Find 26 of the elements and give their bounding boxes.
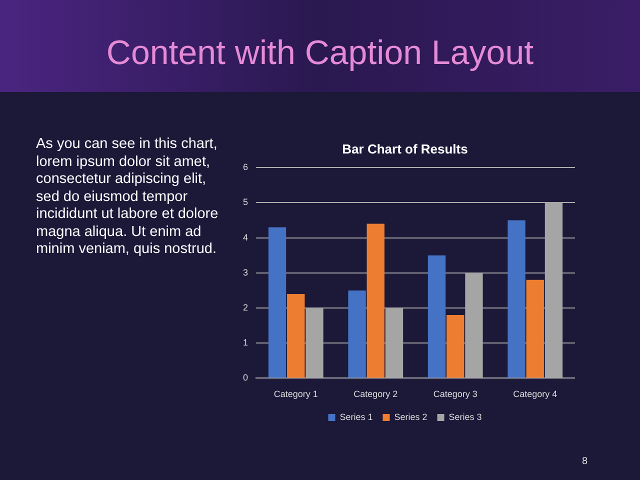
y-tick-label: 1 xyxy=(242,338,248,348)
x-tick-label: Category 2 xyxy=(354,389,398,400)
x-tick-label: Category 4 xyxy=(513,389,558,400)
legend-label: Series 1 xyxy=(340,412,373,422)
legend-label: Series 3 xyxy=(448,412,482,422)
y-tick-label: 4 xyxy=(242,232,248,242)
text: 8 xyxy=(582,456,588,467)
bar xyxy=(446,315,464,378)
chart-subtitle: Bar Chart of Results xyxy=(342,141,468,156)
x-tick-label: Category 1 xyxy=(274,389,318,400)
bar xyxy=(348,290,366,378)
x-tick-label: Category 3 xyxy=(433,389,478,400)
bar xyxy=(287,294,305,378)
y-tick-label: 0 xyxy=(242,372,248,383)
y-tick-label: 6 xyxy=(242,162,248,172)
bar xyxy=(366,224,384,378)
bar xyxy=(508,220,526,378)
y-tick-label: 2 xyxy=(242,302,248,312)
text: As you can see in this chart, lorem ipsum dolor sit amet, consectetur adipiscing elit, sed do eiusmod tempor incididunt ut labore et dolore magna aliqua. Ut enim ad minim veniam, quis nostrud. xyxy=(36,136,220,258)
y-tick-label: 5 xyxy=(242,197,248,208)
bar xyxy=(428,255,446,378)
bar xyxy=(526,280,544,378)
y-tick-label: 3 xyxy=(242,267,248,278)
chart-title: Content with Caption Layout xyxy=(105,34,535,73)
bar xyxy=(268,227,286,378)
legend-label: Series 2 xyxy=(394,412,428,422)
